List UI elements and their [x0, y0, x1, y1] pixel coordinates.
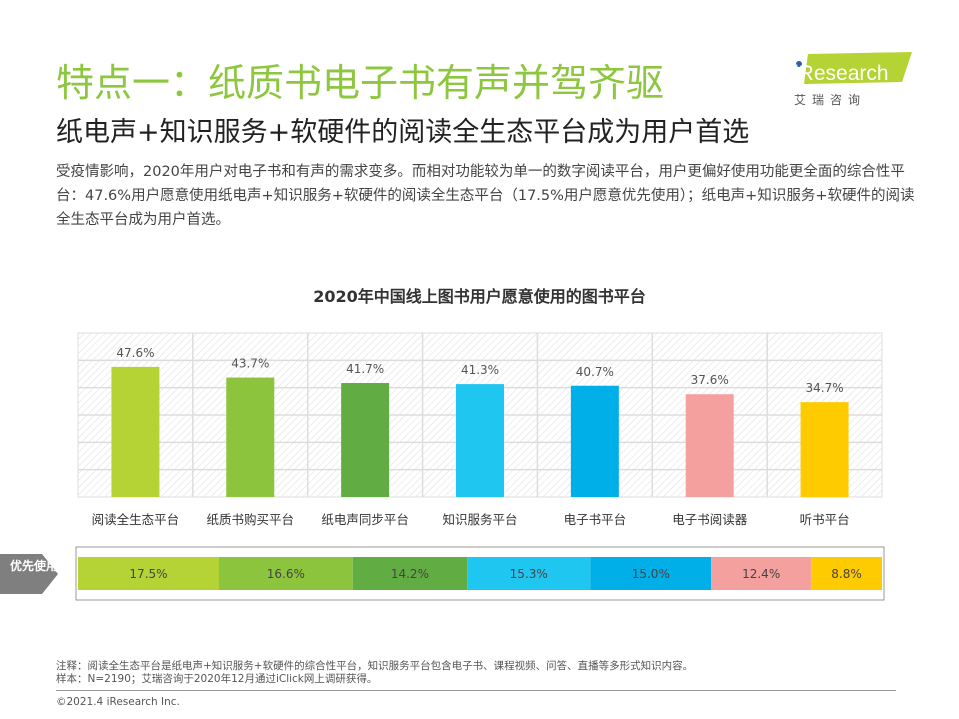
iresearch-logo: iResearch 艾瑞咨询	[794, 52, 912, 107]
stack-segment	[711, 557, 812, 590]
copyright: ©2021.4 iResearch Inc.	[56, 696, 180, 708]
category-label: 知识服务平台	[442, 512, 517, 527]
description: 受疫情影响，2020年用户对电子书和有声的需求变多。而相对功能较为单一的数字阅读…	[56, 164, 915, 228]
bar	[570, 385, 619, 497]
data-label: 37.6%	[691, 373, 729, 387]
category-label: 阅读全生态平台	[92, 512, 180, 527]
page-title: 特点一：纸质书电子书有声并驾齐驱	[56, 61, 665, 105]
stack-segment	[78, 557, 219, 590]
bar	[800, 402, 849, 497]
data-label: 41.3%	[461, 363, 499, 377]
sample-note: 样本：N=2190；艾瑞咨询于2020年12月通过iClick网上调研获得。	[56, 673, 378, 685]
divider	[56, 690, 896, 691]
bar	[111, 366, 160, 497]
stack-label: 16.6%	[267, 567, 305, 581]
category-label: 电子书阅读器	[672, 512, 748, 527]
stack-segment	[352, 557, 468, 590]
stack-label: 14.2%	[391, 567, 429, 581]
stack-label: 12.4%	[742, 567, 780, 581]
data-label: 41.7%	[346, 362, 384, 376]
stack-segment	[218, 557, 353, 590]
category-label: 纸质书购买平台	[207, 512, 295, 527]
data-label: 40.7%	[576, 365, 614, 379]
page-subtitle: 纸电声+知识服务+软硬件的阅读全生态平台成为用户首选	[56, 117, 750, 148]
chart-title: 2020年中国线上图书用户愿意使用的图书平台	[313, 287, 646, 306]
stack-label: 15.0%	[632, 567, 670, 581]
category-label: 听书平台	[800, 512, 850, 527]
stack-label: 17.5%	[129, 567, 167, 581]
category-label: 电子书平台	[564, 512, 627, 527]
category-label: 纸电声同步平台	[321, 512, 409, 527]
data-label: 34.7%	[806, 381, 844, 395]
bar	[341, 383, 390, 497]
svg-text:艾瑞咨询: 艾瑞咨询	[794, 92, 866, 107]
bar	[226, 377, 275, 497]
stack-label: 15.3%	[510, 567, 548, 581]
stack-label: 8.8%	[831, 567, 862, 581]
note: 注释：阅读全生态平台是纸电声+知识服务+软硬件的综合性平台，知识服务平台包含电子…	[56, 660, 694, 672]
stack-segment	[590, 557, 712, 590]
footnotes: 注释：阅读全生态平台是纸电声+知识服务+软硬件的综合性平台，知识服务平台包含电子…	[56, 660, 693, 686]
svg-text:iResearch: iResearch	[794, 62, 889, 85]
data-label: 43.7%	[231, 357, 269, 371]
data-label: 47.6%	[116, 346, 154, 360]
bar	[456, 384, 504, 497]
bar	[685, 394, 734, 497]
stack-segment	[811, 557, 882, 590]
stack-segment	[467, 557, 591, 590]
